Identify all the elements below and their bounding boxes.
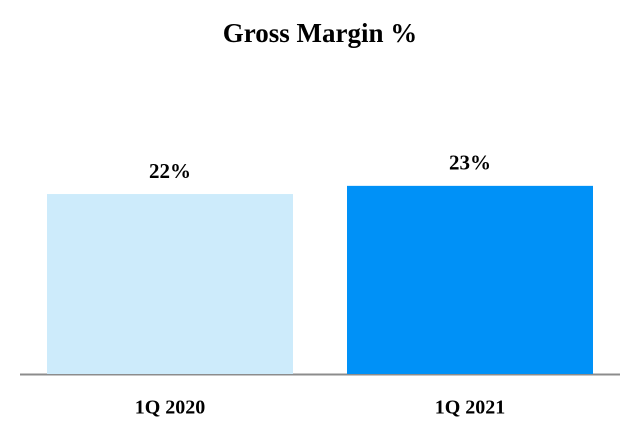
value-label: 22% [149, 159, 191, 183]
chart-title: Gross Margin % [223, 18, 418, 48]
bar [47, 194, 293, 374]
value-label: 23% [449, 151, 491, 175]
bar [347, 185, 593, 374]
x-tick-label: 1Q 2021 [435, 397, 506, 419]
x-tick-label: 1Q 2020 [135, 397, 206, 419]
